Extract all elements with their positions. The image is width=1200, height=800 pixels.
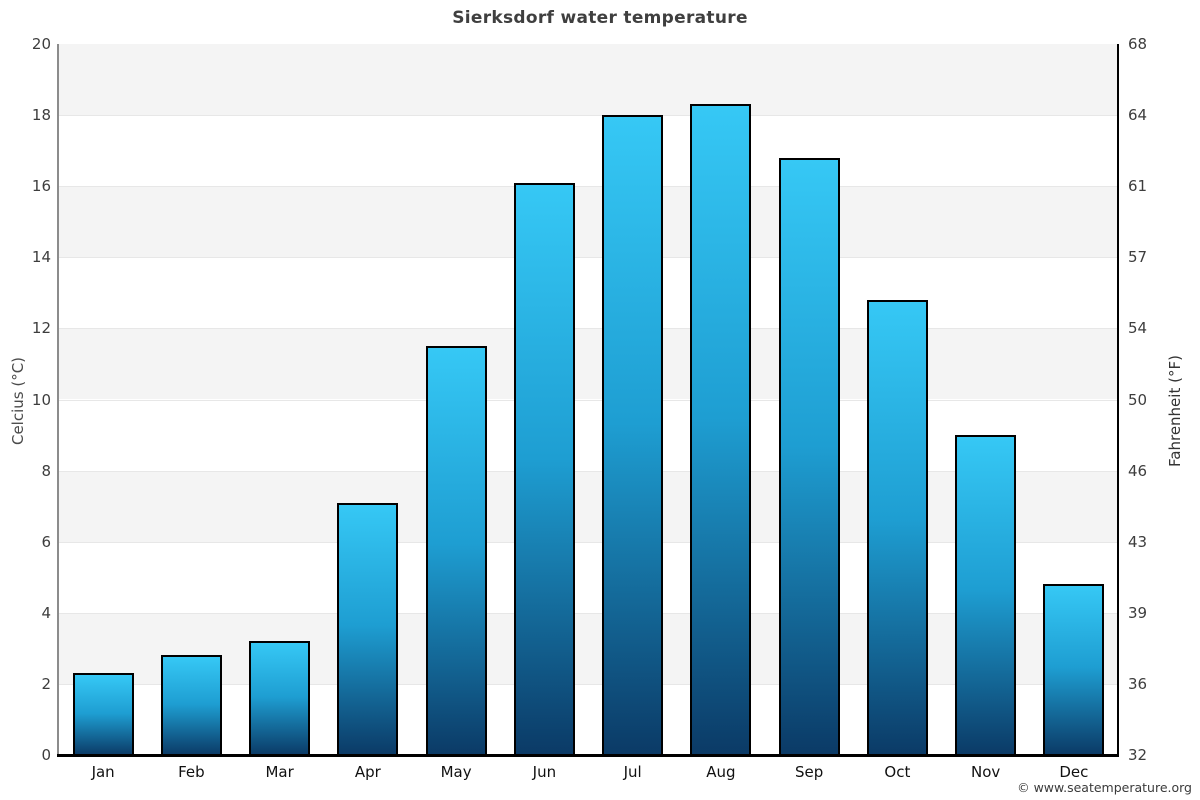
bar-feb (160, 655, 222, 755)
x-axis-bottom-line (57, 754, 1119, 757)
celsius-tick-20: 20 (31, 35, 51, 53)
gridline-8c (59, 470, 1118, 472)
fahrenheit-tick-32: 32 (1128, 746, 1148, 764)
bar-oct (866, 299, 928, 755)
celsius-tick-14: 14 (31, 248, 51, 267)
fahrenheit-tick-68: 68 (1128, 35, 1148, 53)
celsius-tick-10: 10 (31, 390, 51, 409)
celsius-tick-0: 0 (41, 746, 51, 764)
plot-area (59, 44, 1118, 755)
bar-may (425, 346, 487, 755)
chart-title: Sierksdorf water temperature (452, 8, 748, 28)
bar-aug (690, 104, 752, 755)
celsius-tick-16: 16 (31, 177, 51, 196)
bar-jan (72, 673, 134, 755)
fahrenheit-tick-61: 61 (1128, 177, 1148, 196)
fahrenheit-tick-46: 46 (1128, 461, 1148, 480)
celsius-tick-8: 8 (41, 461, 51, 480)
gridline-14c (59, 257, 1118, 259)
bar-dec (1043, 584, 1105, 755)
celsius-tick-4: 4 (41, 603, 51, 622)
plot-band-14-16c (59, 186, 1118, 258)
gridline-6c (59, 541, 1118, 543)
month-label-may: May (440, 763, 472, 781)
month-label-apr: Apr (354, 763, 381, 781)
plot-band-2-4c (59, 612, 1118, 684)
fahrenheit-tick-57: 57 (1128, 248, 1148, 267)
bar-jun (513, 182, 575, 755)
y-axis-left-line (57, 44, 59, 755)
gridline-16c (59, 186, 1118, 188)
bar-apr (337, 502, 399, 755)
month-label-aug: Aug (706, 763, 736, 781)
gridline-18c (59, 115, 1118, 117)
month-label-jan: Jan (91, 763, 115, 781)
y-axis-right-line (1117, 44, 1119, 755)
month-label-sep: Sep (794, 763, 824, 781)
gridline-2c (59, 683, 1118, 685)
month-label-jul: Jul (623, 763, 642, 781)
celsius-tick-18: 18 (31, 106, 51, 125)
bar-jul (602, 115, 664, 755)
bar-nov (955, 435, 1017, 755)
month-label-feb: Feb (178, 763, 205, 781)
fahrenheit-axis-title: Fahrenheit (°F) (1166, 355, 1184, 467)
celsius-tick-2: 2 (41, 674, 51, 693)
fahrenheit-tick-39: 39 (1128, 603, 1148, 622)
plot-band-6-8c (59, 470, 1118, 542)
fahrenheit-tick-43: 43 (1128, 532, 1148, 551)
fahrenheit-tick-36: 36 (1128, 674, 1148, 693)
celsius-tick-12: 12 (31, 319, 51, 338)
gridline-10c (59, 399, 1118, 401)
month-label-dec: Dec (1059, 763, 1089, 781)
fahrenheit-tick-50: 50 (1128, 390, 1148, 409)
month-label-mar: Mar (265, 763, 294, 781)
celsius-axis-title: Celcius (°C) (9, 356, 27, 446)
copyright-credit: © www.seatemperature.org (1017, 780, 1192, 795)
bar-mar (249, 641, 311, 755)
gridline-4c (59, 612, 1118, 614)
plot-band-18-20c (59, 44, 1118, 116)
gridline-12c (59, 328, 1118, 330)
plot-band-10-12c (59, 328, 1118, 400)
fahrenheit-tick-64: 64 (1128, 106, 1148, 125)
fahrenheit-tick-54: 54 (1128, 319, 1148, 338)
month-label-oct: Oct (884, 763, 911, 781)
month-label-jun: Jun (532, 763, 557, 781)
month-label-nov: Nov (970, 763, 1001, 781)
bar-sep (778, 157, 840, 755)
celsius-tick-6: 6 (41, 532, 51, 551)
